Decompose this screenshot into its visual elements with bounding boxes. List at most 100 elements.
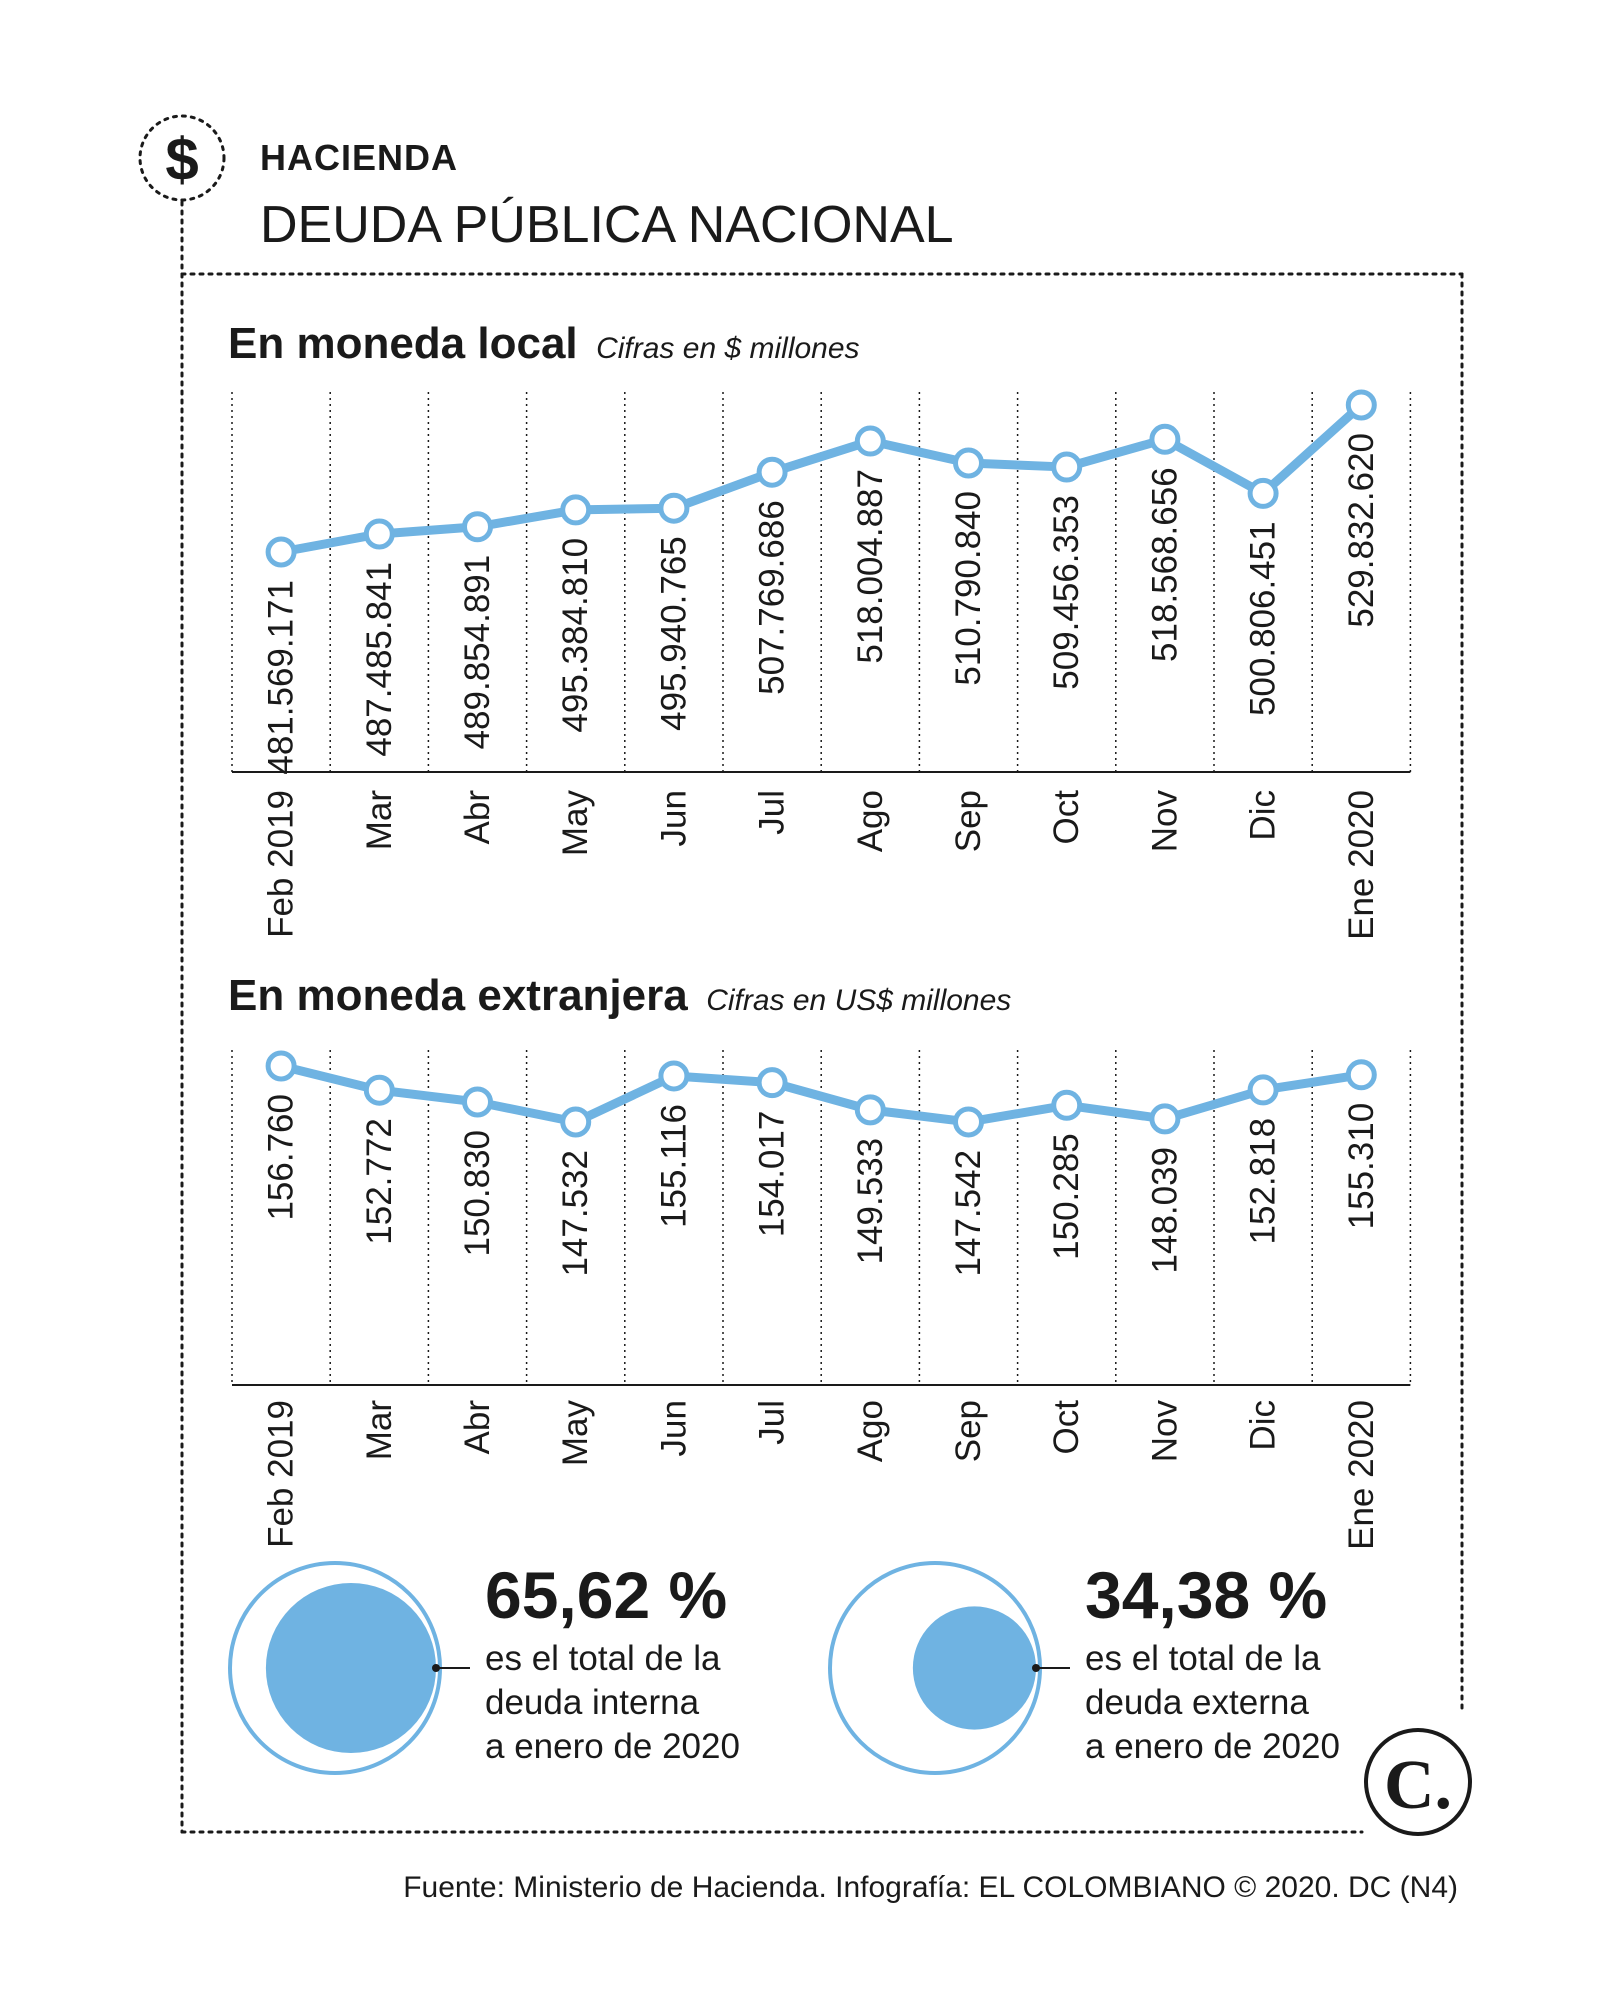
chart-foreign-subtitle: Cifras en US$ millones bbox=[706, 984, 1011, 1017]
category-label: Ene 2020 bbox=[1342, 1400, 1381, 1550]
data-label: 481.569.171 bbox=[262, 580, 301, 775]
data-point bbox=[854, 425, 886, 457]
data-label: 155.116 bbox=[654, 1104, 693, 1228]
data-point bbox=[658, 1060, 690, 1092]
header: $ HACIENDA DEUDA PÚBLICA NACIONAL bbox=[138, 114, 954, 254]
data-point bbox=[560, 1106, 592, 1138]
category-label: Feb 2019 bbox=[262, 790, 301, 938]
category-label: May bbox=[556, 1400, 595, 1467]
page-title: DEUDA PÚBLICA NACIONAL bbox=[260, 196, 954, 254]
category-label: Nov bbox=[1145, 1400, 1184, 1463]
category-label: Sep bbox=[949, 790, 988, 852]
data-label: 152.818 bbox=[1244, 1118, 1283, 1245]
logo-text: C. bbox=[1384, 1747, 1452, 1824]
category-label: Oct bbox=[1047, 790, 1086, 845]
data-point bbox=[1247, 477, 1279, 509]
data-point bbox=[265, 1050, 297, 1082]
data-point bbox=[756, 1067, 788, 1099]
category-label: Feb 2019 bbox=[262, 1400, 301, 1548]
data-point bbox=[560, 494, 592, 526]
category-label: Ene 2020 bbox=[1342, 790, 1381, 940]
category-label: Sep bbox=[949, 1400, 988, 1462]
share-internal-line-3: a enero de 2020 bbox=[485, 1727, 740, 1766]
chart-local-currency: En moneda local Cifras en $ millones 481… bbox=[228, 319, 1412, 940]
category-label: Mar bbox=[360, 790, 399, 851]
category-label: Jul bbox=[753, 790, 792, 835]
data-label: 487.485.841 bbox=[360, 562, 399, 757]
chart-foreign-data-labels: 156.760 152.772 150.830 147.532 155.116 154.0… bbox=[262, 1094, 1381, 1277]
data-point bbox=[1345, 389, 1377, 421]
data-label: 148.039 bbox=[1145, 1147, 1184, 1274]
data-point bbox=[1345, 1059, 1377, 1091]
chart-local-subtitle: Cifras en $ millones bbox=[596, 332, 859, 365]
share-internal-line-2: deuda interna bbox=[485, 1683, 700, 1722]
data-label: 150.285 bbox=[1047, 1133, 1086, 1260]
share-external-line-1: es el total de la bbox=[1085, 1639, 1321, 1678]
data-label: 529.832.620 bbox=[1342, 433, 1381, 628]
el-colombiano-logo: C. bbox=[1364, 1728, 1472, 1836]
chart-local-title: En moneda local Cifras en $ millones bbox=[228, 319, 860, 368]
share-internal-debt: 65,62 % es el total de la deuda interna … bbox=[228, 1558, 740, 1775]
share-internal-pointer-dot bbox=[432, 1664, 440, 1672]
data-label: 154.017 bbox=[753, 1111, 792, 1238]
category-label: Dic bbox=[1244, 1400, 1283, 1451]
data-point bbox=[756, 456, 788, 488]
chart-foreign-title: En moneda extranjera Cifras en US$ millo… bbox=[228, 971, 1011, 1020]
chart-local-data-labels: 481.569.171 487.485.841 489.854.891 495.384… bbox=[262, 433, 1381, 775]
share-internal-percent: 65,62 % bbox=[485, 1558, 727, 1632]
chart-foreign-title-text: En moneda extranjera bbox=[228, 971, 688, 1020]
data-point bbox=[363, 518, 395, 550]
data-point bbox=[953, 447, 984, 479]
share-external-filled-circle bbox=[912, 1606, 1036, 1730]
category-label: Nov bbox=[1145, 790, 1184, 853]
data-label: 509.456.353 bbox=[1047, 495, 1086, 690]
dollar-icon: $ bbox=[138, 114, 226, 202]
chart-local-series bbox=[265, 389, 1377, 568]
data-label: 507.769.686 bbox=[753, 500, 792, 695]
share-external-pointer-dot bbox=[1032, 1664, 1040, 1672]
data-point bbox=[363, 1074, 395, 1106]
chart-foreign-currency: En moneda extranjera Cifras en US$ millo… bbox=[228, 971, 1412, 1550]
category-label: Mar bbox=[360, 1400, 399, 1461]
category-label: Jun bbox=[654, 1400, 693, 1456]
data-label: 149.533 bbox=[851, 1138, 890, 1265]
share-internal-line-1: es el total de la bbox=[485, 1639, 721, 1678]
svg-text:$: $ bbox=[165, 126, 198, 193]
data-label: 156.760 bbox=[262, 1094, 301, 1221]
category-label: Abr bbox=[458, 790, 497, 845]
data-label: 147.532 bbox=[556, 1150, 595, 1277]
data-label: 518.568.656 bbox=[1145, 467, 1184, 662]
chart-foreign-category-labels: Feb 2019 Mar Abr May Jun Jul Ago Sep Oct Nov Dic En… bbox=[262, 1400, 1381, 1550]
chart-local-category-labels: Feb 2019 Mar Abr May Jun Jul Ago Sep Oct Nov Dic En… bbox=[262, 790, 1381, 940]
category-label: Ago bbox=[851, 1400, 890, 1462]
data-label: 155.310 bbox=[1342, 1103, 1381, 1230]
share-external-line-3: a enero de 2020 bbox=[1085, 1727, 1340, 1766]
data-label: 152.772 bbox=[360, 1118, 399, 1245]
data-point bbox=[854, 1094, 886, 1126]
data-label: 510.790.840 bbox=[949, 491, 988, 686]
category-label: Oct bbox=[1047, 1400, 1086, 1455]
category-label: Jun bbox=[654, 790, 693, 846]
series-line bbox=[276, 1061, 1366, 1127]
share-external-debt: 34,38 % es el total de la deuda externa … bbox=[828, 1558, 1340, 1775]
data-label: 495.940.765 bbox=[654, 536, 693, 731]
source-note: Fuente: Ministerio de Hacienda. Infograf… bbox=[403, 1871, 1458, 1904]
data-point bbox=[462, 1086, 493, 1118]
category-label: Jul bbox=[753, 1400, 792, 1445]
data-point bbox=[658, 492, 690, 524]
data-label: 489.854.891 bbox=[458, 555, 497, 750]
chart-foreign-series bbox=[265, 1050, 1377, 1138]
frame bbox=[180, 200, 1464, 1834]
chart-local-title-text: En moneda local bbox=[228, 319, 578, 368]
chart-local-grid bbox=[231, 392, 1412, 773]
category-label: Dic bbox=[1244, 790, 1283, 841]
data-label: 147.542 bbox=[949, 1150, 988, 1277]
data-point bbox=[1149, 1103, 1181, 1135]
data-point bbox=[462, 511, 493, 543]
series-line bbox=[276, 400, 1366, 557]
category-label: Ago bbox=[851, 790, 890, 852]
data-label: 150.830 bbox=[458, 1130, 497, 1257]
data-point bbox=[1051, 451, 1083, 483]
category-label: May bbox=[556, 790, 595, 857]
